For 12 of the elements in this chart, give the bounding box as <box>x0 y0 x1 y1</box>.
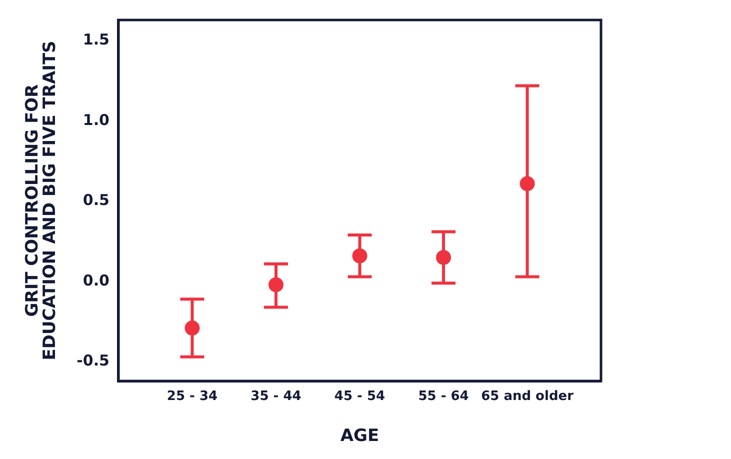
y-tick-label: 0.0 <box>82 271 110 290</box>
x-tick-label: 25 - 34 <box>166 389 218 404</box>
x-tick-label: 55 - 64 <box>418 389 469 404</box>
y-tick-label: -0.5 <box>76 352 110 370</box>
y-tick-label: 1.5 <box>82 30 110 49</box>
y-tick-label: 1.0 <box>82 110 110 129</box>
y-axis-title: GRIT CONTROLLING FOR EDUCATION AND BIG FIVE TRAITS <box>22 40 60 360</box>
x-tick-label: 65 and older <box>481 389 574 404</box>
x-tick-label: 35 - 44 <box>250 389 302 404</box>
x-tick-label: 45 - 54 <box>334 389 386 404</box>
x-axis-title: AGE <box>340 426 380 446</box>
y-tick-label: 0.5 <box>82 191 110 210</box>
